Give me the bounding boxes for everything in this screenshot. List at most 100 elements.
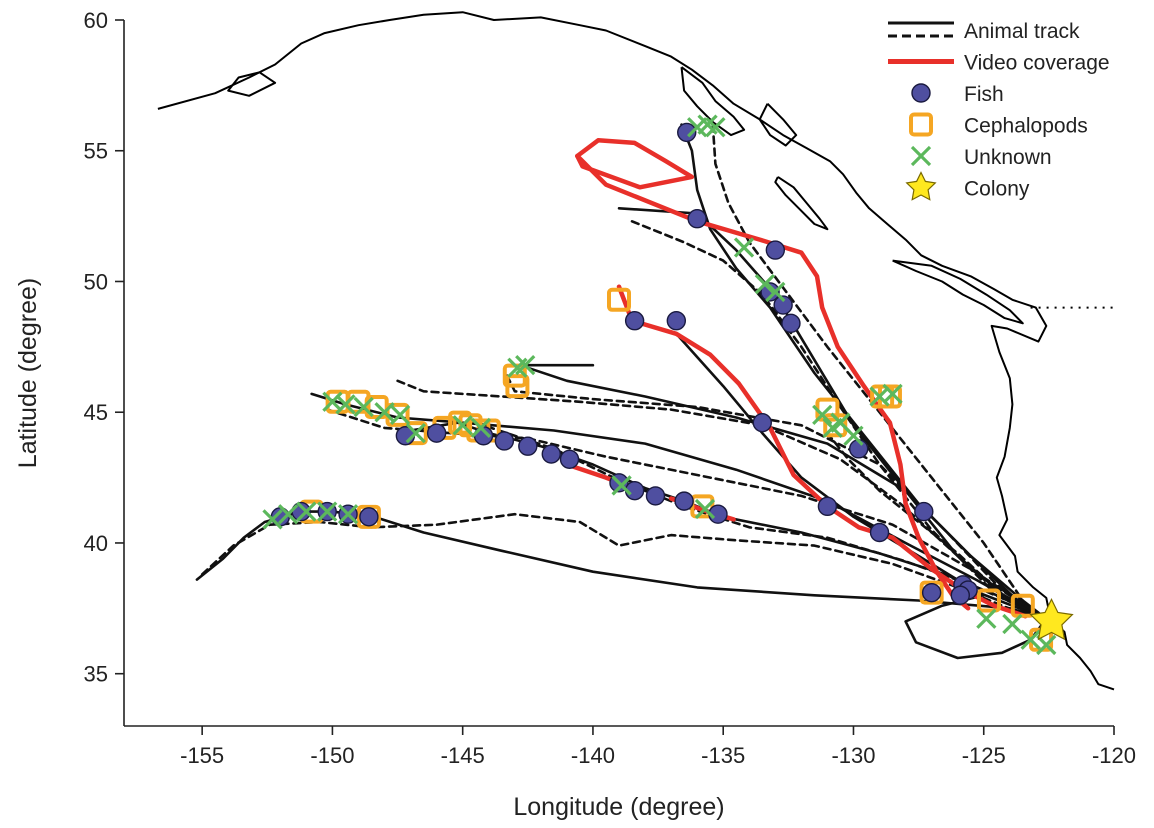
animal-track xyxy=(505,374,1048,621)
cephalopod-marker xyxy=(1010,593,1035,618)
x-tick-label: -145 xyxy=(441,743,485,768)
unknown-marker xyxy=(976,608,997,629)
unknown-marker xyxy=(843,425,864,446)
fish-marker xyxy=(817,496,838,517)
unknown-marker xyxy=(405,423,426,444)
y-tick-label: 50 xyxy=(84,269,108,294)
legend-unknown-symbol xyxy=(910,145,932,167)
animal-track xyxy=(200,512,1048,621)
video-coverage-layer xyxy=(564,138,1028,619)
coastline-layer xyxy=(157,11,1115,691)
fish-marker xyxy=(765,240,786,260)
unknown-marker xyxy=(470,417,492,439)
cephalopod-marker xyxy=(356,504,381,529)
fish-marker xyxy=(781,313,801,334)
fish-marker xyxy=(760,282,780,302)
y-tick-label: 55 xyxy=(84,139,108,164)
unknown-marker xyxy=(353,396,374,418)
legend-label: Unknown xyxy=(964,146,1052,169)
coastline-segment xyxy=(758,102,798,147)
cephalopod-marker xyxy=(607,287,631,312)
unknown-marker xyxy=(337,504,359,525)
fish-marker xyxy=(426,423,447,443)
fish-marker xyxy=(773,295,793,315)
coastline-segment xyxy=(680,66,746,137)
legend-label: Cephalopods xyxy=(964,115,1088,138)
legend-item-video: Video coverage xyxy=(888,52,1110,75)
animal-track xyxy=(711,123,1048,621)
y-tick-label: 40 xyxy=(84,531,108,556)
unknown-marker xyxy=(733,237,755,258)
unknown-marker xyxy=(278,504,299,525)
animal-track xyxy=(904,593,1048,660)
fish-marker xyxy=(541,444,561,464)
unknown-marker xyxy=(262,509,283,530)
fish-marker xyxy=(921,582,942,603)
fish-marker xyxy=(645,486,666,506)
cephalopod-marker xyxy=(976,588,1001,613)
unknown-marker xyxy=(390,404,411,425)
legend-label: Video coverage xyxy=(964,52,1110,75)
unknown-marker xyxy=(611,475,632,496)
coastline-segment xyxy=(227,71,277,97)
cephalopod-marker xyxy=(505,374,530,399)
x-tick-label: -155 xyxy=(180,743,224,768)
legend: Animal track Video coverage Fish Cephalopod… xyxy=(888,20,1110,201)
fish-marker xyxy=(677,122,697,143)
legend-item-ceph: Cephalopods xyxy=(909,112,1088,138)
y-tick-label: 35 xyxy=(84,662,108,687)
unknown-marker xyxy=(452,415,473,436)
video-coverage-line xyxy=(575,153,971,611)
unknown-marker xyxy=(1020,629,1041,650)
animal-track xyxy=(195,510,1048,621)
fish-marker xyxy=(914,501,934,522)
x-axis-label: Longitude (degree) xyxy=(513,793,724,821)
cephalopod-marker xyxy=(919,580,944,605)
fish-marker xyxy=(666,311,687,331)
animal-track-layer xyxy=(195,123,1048,660)
unknown-marker xyxy=(694,498,716,520)
x-tick-label: -135 xyxy=(701,743,745,768)
legend-item-track: Animal track xyxy=(888,20,1080,43)
x-tick-label: -125 xyxy=(962,743,1006,768)
animal-track xyxy=(630,220,1048,621)
video-coverage-line xyxy=(575,138,695,190)
unknown-marker xyxy=(1002,613,1023,635)
x-tick-label: -140 xyxy=(571,743,615,768)
unknown-marker xyxy=(882,383,903,405)
y-axis-label: Latitude (degree) xyxy=(14,278,42,468)
fish-marker xyxy=(752,412,772,433)
x-tick-label: -120 xyxy=(1092,743,1136,768)
unknown-marker xyxy=(374,402,395,423)
animal-track xyxy=(633,319,1048,621)
legend-item-colony: Colony xyxy=(905,171,1030,201)
fish-marker xyxy=(869,522,890,543)
unknown-marker xyxy=(296,501,317,522)
y-ticks: 35 40 45 50 55 60 xyxy=(84,8,124,687)
x-tick-label: -130 xyxy=(831,743,875,768)
y-tick-label: 60 xyxy=(84,8,108,33)
fish-marker xyxy=(687,209,707,229)
fish-marker xyxy=(518,436,538,456)
x-ticks: -155 -150 -145 -140 -135 -130 -125 -120 xyxy=(180,726,1136,768)
unknown-marker xyxy=(705,117,726,138)
fish-marker xyxy=(559,449,580,469)
fish-marker xyxy=(624,311,645,331)
legend-cephalopod-symbol xyxy=(909,112,933,137)
coastline-segment xyxy=(157,11,1115,691)
unknown-marker xyxy=(335,394,356,415)
legend-item-unknown: Unknown xyxy=(910,145,1052,169)
y-tick-label: 45 xyxy=(84,400,108,425)
unknown-marker xyxy=(765,281,786,303)
fish-marker xyxy=(359,507,379,527)
legend-label: Colony xyxy=(964,178,1030,201)
fish-marker xyxy=(950,585,970,605)
legend-label: Animal track xyxy=(964,20,1080,43)
legend-colony-symbol xyxy=(905,171,937,201)
x-tick-label: -150 xyxy=(310,743,354,768)
coastline-segment xyxy=(774,176,829,231)
fish-marker xyxy=(674,491,694,511)
legend-fish-symbol xyxy=(911,83,931,103)
legend-item-fish: Fish xyxy=(911,83,1004,106)
